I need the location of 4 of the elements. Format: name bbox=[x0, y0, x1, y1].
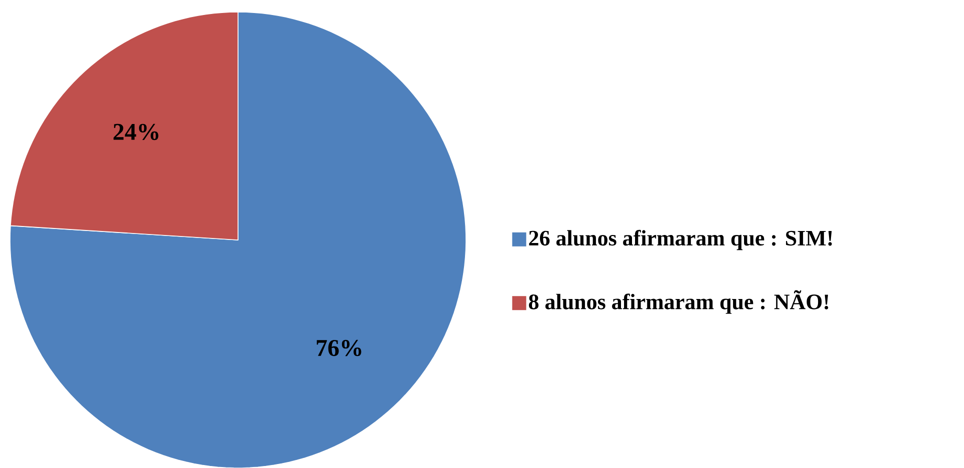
legend-label: 26 alunos afirmaram que : SIM! bbox=[529, 230, 832, 250]
data-label: 24% bbox=[114, 124, 158, 140]
legend-label: 8 alunos afirmaram que : NÃO! bbox=[528, 290, 828, 314]
data-label: 76% bbox=[316, 340, 362, 356]
